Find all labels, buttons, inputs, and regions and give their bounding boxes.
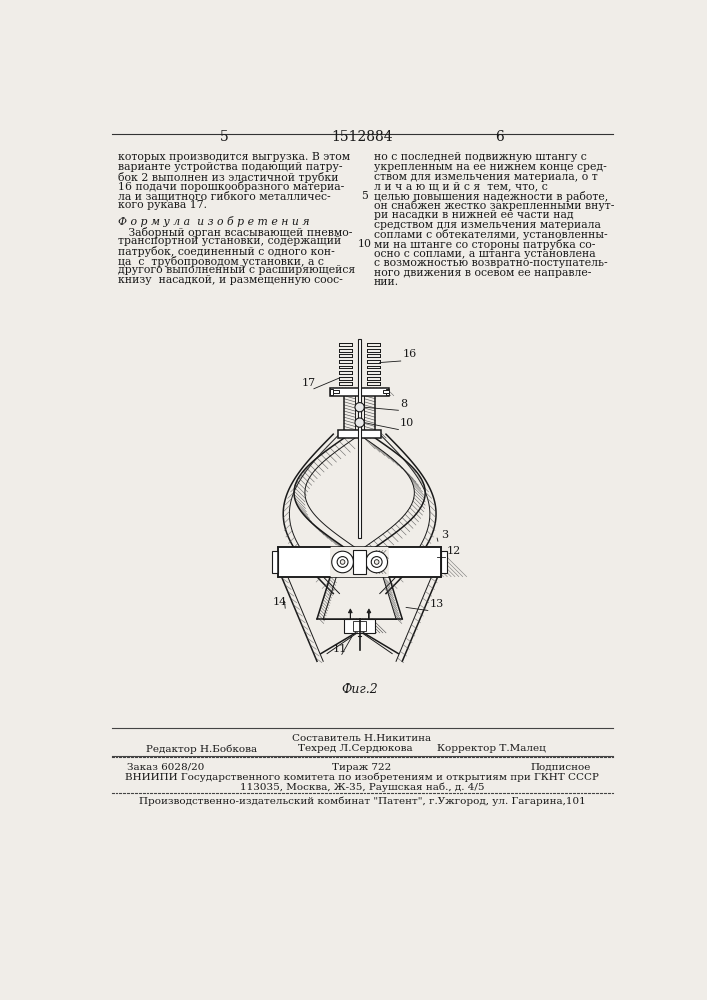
Text: ством для измельчения материала, о т: ством для измельчения материала, о т (373, 172, 597, 182)
Text: транспортной установки, содержащий: транспортной установки, содержащий (118, 236, 341, 246)
Text: 3: 3 (441, 530, 448, 540)
Bar (330, 388, 389, 396)
Text: Составитель Н.Никитина: Составитель Н.Никитина (293, 734, 431, 743)
FancyArrow shape (367, 609, 371, 619)
Bar (330, 547, 389, 577)
Text: ВНИИПИ Государственного комитета по изобретениям и открытиям при ГКНТ СССР: ВНИИПИ Государственного комитета по изоб… (125, 773, 599, 782)
Text: другого выполненный с расширяющейся: другого выполненный с расширяющейся (118, 265, 355, 275)
Text: бок 2 выполнен из эластичной трубки: бок 2 выполнен из эластичной трубки (118, 172, 339, 183)
Circle shape (332, 551, 354, 573)
Text: 16 подачи порошкообразного материа-: 16 подачи порошкообразного материа- (118, 181, 344, 192)
Text: 5: 5 (220, 130, 228, 144)
Text: целью повышения надежности в работе,: целью повышения надежности в работе, (373, 191, 608, 202)
Bar (338, 430, 381, 438)
Text: осно с соплами, а штанга установлена: осно с соплами, а штанга установлена (373, 249, 595, 259)
Bar (279, 547, 441, 577)
Text: варианте устройства подающий патру-: варианте устройства подающий патру- (118, 162, 342, 172)
Text: 10: 10 (400, 418, 414, 428)
Circle shape (355, 418, 364, 427)
Text: кого рукава 17.: кого рукава 17. (118, 200, 207, 210)
Text: укрепленным на ее нижнем конце сред-: укрепленным на ее нижнем конце сред- (373, 162, 607, 172)
Text: 16: 16 (402, 349, 416, 359)
Text: соплами с обтекателями, установленны-: соплами с обтекателями, установленны- (373, 229, 607, 240)
Text: ца  с  трубопроводом установки, а с: ца с трубопроводом установки, а с (118, 256, 324, 267)
Text: он снабжен жестко закрепленными внут-: он снабжен жестко закрепленными внут- (373, 200, 614, 211)
Text: 11: 11 (332, 644, 346, 654)
Bar (441, 551, 448, 573)
Bar (330, 389, 333, 395)
Text: книзу  насадкой, и размещенную соос-: книзу насадкой, и размещенную соос- (118, 275, 343, 285)
Circle shape (371, 557, 382, 567)
Bar (344, 619, 375, 633)
Text: Редактор Н.Бобкова: Редактор Н.Бобкова (146, 744, 257, 754)
Bar (358, 339, 361, 538)
Text: 14: 14 (273, 597, 287, 607)
Text: 12: 12 (446, 546, 461, 556)
Text: 5: 5 (361, 191, 368, 201)
Text: 17: 17 (301, 378, 315, 388)
Circle shape (355, 403, 364, 412)
Circle shape (337, 557, 348, 567)
Text: ми на штанге со стороны патрубка со-: ми на штанге со стороны патрубка со- (373, 239, 595, 250)
Circle shape (374, 560, 379, 564)
Text: средством для измельчения материала: средством для измельчения материала (373, 220, 600, 230)
Bar (333, 390, 339, 393)
Text: ного движения в осевом ее направле-: ного движения в осевом ее направле- (373, 268, 591, 278)
Text: Подписное: Подписное (530, 763, 590, 772)
Text: Заказ 6028/20: Заказ 6028/20 (127, 763, 204, 772)
Text: Техред Л.Сердюкова: Техред Л.Сердюкова (298, 744, 412, 753)
Text: ла и защитного гибкого металличес-: ла и защитного гибкого металличес- (118, 191, 330, 201)
Text: но с последней подвижную штангу с: но с последней подвижную штангу с (373, 152, 586, 162)
Text: с возможностью возвратно-поступатель-: с возможностью возвратно-поступатель- (373, 258, 607, 268)
Text: Производственно-издательский комбинат "Патент", г.Ужгород, ул. Гагарина,101: Производственно-издательский комбинат "П… (139, 797, 585, 806)
Text: которых производится выгрузка. В этом: которых производится выгрузка. В этом (118, 152, 350, 162)
Text: Заборный орган всасывающей пневмо-: Заборный орган всасывающей пневмо- (118, 227, 352, 238)
Text: 113035, Москва, Ж-35, Раушская наб., д. 4/5: 113035, Москва, Ж-35, Раушская наб., д. … (240, 783, 484, 792)
FancyArrow shape (349, 609, 352, 619)
Bar (386, 389, 389, 395)
Text: нии.: нии. (373, 277, 399, 287)
Text: Ф о р м у л а  и з о б р е т е н и я: Ф о р м у л а и з о б р е т е н и я (118, 216, 310, 227)
Text: Тираж 722: Тираж 722 (332, 763, 392, 772)
Text: 10: 10 (358, 239, 372, 249)
Text: ри насадки в нижней ее части над: ри насадки в нижней ее части над (373, 210, 573, 220)
Text: 13: 13 (429, 599, 443, 609)
Circle shape (366, 551, 387, 573)
Text: Корректор Т.Малец: Корректор Т.Малец (437, 744, 546, 753)
Bar (354, 550, 366, 574)
Circle shape (340, 560, 345, 564)
Text: патрубок, соединенный с одного кон-: патрубок, соединенный с одного кон- (118, 246, 334, 257)
Bar (383, 390, 389, 393)
Text: 8: 8 (400, 399, 407, 409)
Text: 1512884: 1512884 (331, 130, 393, 144)
Text: л и ч а ю щ и й с я  тем, что, с: л и ч а ю щ и й с я тем, что, с (373, 181, 547, 191)
Bar (354, 620, 366, 631)
Bar (272, 551, 279, 573)
Text: Фиг.2: Фиг.2 (341, 683, 378, 696)
Text: 6: 6 (495, 130, 503, 144)
